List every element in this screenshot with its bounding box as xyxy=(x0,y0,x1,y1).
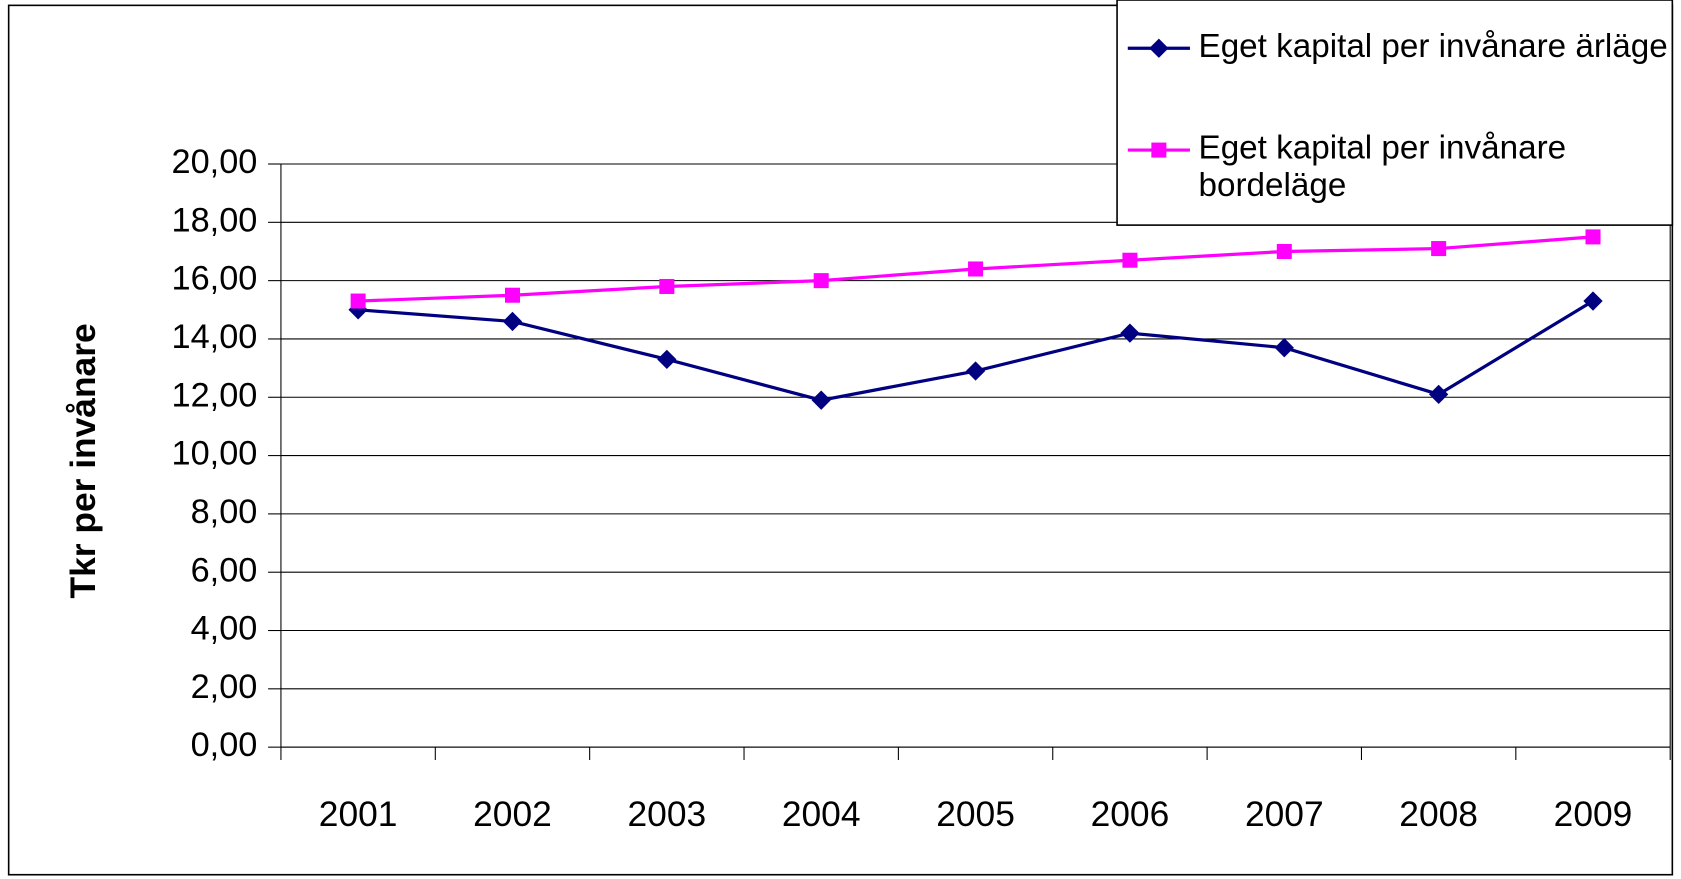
x-tick-label: 2007 xyxy=(1245,795,1324,834)
x-tick-label: 2008 xyxy=(1399,795,1478,834)
marker xyxy=(1151,142,1167,158)
x-tick-label: 2002 xyxy=(473,795,552,834)
y-tick-label: 0,00 xyxy=(191,726,258,764)
y-axis-label: Tkr per invånare xyxy=(64,323,103,598)
marker xyxy=(965,361,986,381)
y-tick-label: 6,00 xyxy=(191,551,258,589)
marker xyxy=(504,287,520,303)
y-tick-label: 10,00 xyxy=(172,435,258,473)
y-tick-label: 20,00 xyxy=(172,143,258,181)
legend-box xyxy=(1116,0,1674,226)
marker xyxy=(657,349,677,370)
y-tick-label: 14,00 xyxy=(172,318,258,356)
marker xyxy=(1276,243,1292,259)
legend-entry: Eget kapital per invånare ärläge xyxy=(1198,26,1668,65)
marker xyxy=(350,293,366,309)
marker xyxy=(659,278,675,294)
y-tick-label: 8,00 xyxy=(191,493,258,531)
legend-label: Eget kapital per invånare bordeläge xyxy=(1198,128,1567,204)
marker xyxy=(1431,241,1447,257)
x-tick-label: 2001 xyxy=(319,795,398,834)
legend-label: Eget kapital per invånare ärläge xyxy=(1198,26,1668,65)
x-tick-label: 2005 xyxy=(936,795,1015,834)
y-tick-label: 2,00 xyxy=(191,668,258,706)
marker xyxy=(811,390,831,410)
marker xyxy=(502,311,523,332)
y-tick-label: 12,00 xyxy=(172,376,258,414)
y-tick-label: 4,00 xyxy=(191,610,258,648)
marker xyxy=(813,273,829,289)
marker xyxy=(1120,323,1140,343)
x-tick-label: 2004 xyxy=(782,795,861,834)
marker xyxy=(1585,229,1601,245)
marker xyxy=(968,261,984,277)
x-tick-label: 2009 xyxy=(1554,795,1633,834)
y-tick-label: 16,00 xyxy=(172,260,258,298)
marker xyxy=(1274,338,1294,358)
marker xyxy=(1122,252,1138,268)
marker xyxy=(1583,291,1603,311)
x-tick-label: 2003 xyxy=(628,795,707,834)
y-tick-label: 18,00 xyxy=(172,201,258,239)
legend-entry: Eget kapital per invånare bordeläge xyxy=(1198,128,1567,204)
x-tick-label: 2006 xyxy=(1091,795,1170,834)
